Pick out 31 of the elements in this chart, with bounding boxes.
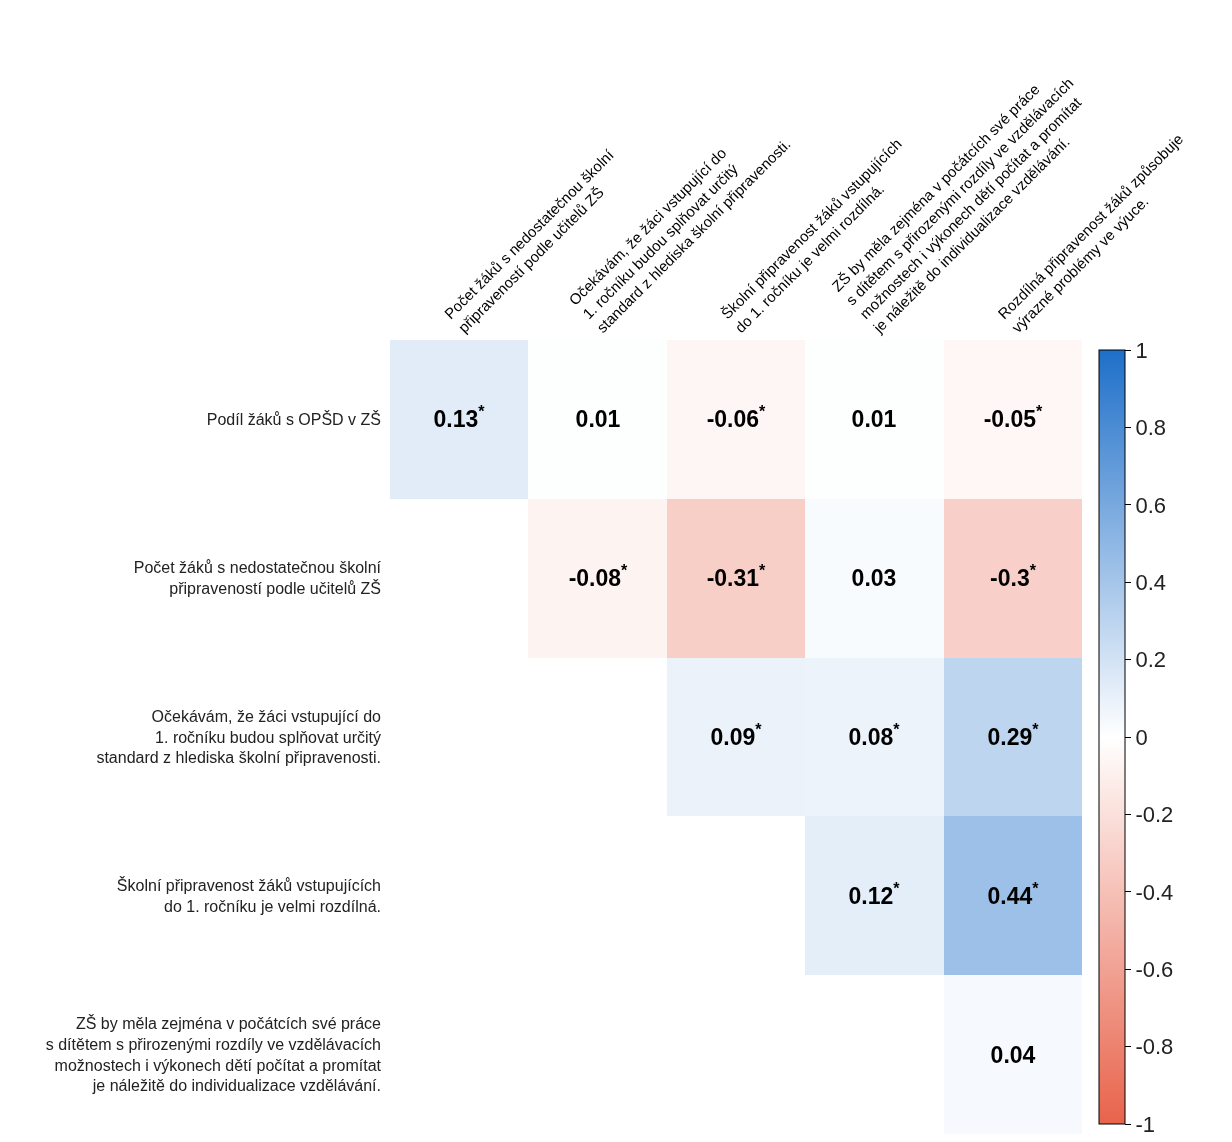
data-label: 0.01 — [575, 406, 621, 433]
data-label: 0.03 — [851, 565, 897, 592]
y-tick-label: ZŠ by měla zejména v počátcích své práce s dítětem s přirozenými rozdíly ve vzdělávacích možnostech i výkonech dětí počítat a promítat je náležitě do individualizace vzdělávání. — [45, 1014, 382, 1095]
y-tick-label: Očekávám, že žáci vstupující do 1. ročníku budou splňovat určitý standard z hlediska školní připravenosti. — [96, 707, 382, 767]
color-bar-label: -0.8 — [1135, 1034, 1174, 1060]
data-label: 0.04 — [990, 1042, 1036, 1069]
color-bar-label: 0.4 — [1135, 569, 1166, 595]
color-bar-label: 0.6 — [1135, 492, 1166, 518]
data-label: 0.13$^{*}$ — [433, 402, 486, 433]
data-label: 0.08$^{*}$ — [848, 720, 901, 751]
data-label: -0.05$^{*}$ — [983, 402, 1044, 433]
color-bar-label: -1 — [1135, 1111, 1155, 1137]
y-tick-label: Počet žáků s nedostatečnou školní připraveností podle učitelů ZŠ — [133, 559, 382, 598]
color-bar-label: 1 — [1135, 337, 1148, 363]
data-label: 0.44$^{*}$ — [987, 879, 1040, 910]
y-tick-label: Podíl žáků s OPŠD v ZŠ — [206, 410, 381, 428]
color-bar-label: -0.4 — [1135, 879, 1174, 905]
data-label: -0.31$^{*}$ — [706, 561, 767, 592]
y-tick-label: Školní připravenost žáků vstupujících do 1. ročníku je velmi rozdílná. — [116, 876, 381, 915]
color-bar-label: 0.2 — [1135, 647, 1166, 673]
data-label: 0.29$^{*}$ — [987, 720, 1040, 751]
color-bar-label: 0 — [1135, 724, 1148, 750]
color-bar-label: 0.8 — [1135, 415, 1166, 441]
color-bar-label: -0.2 — [1135, 802, 1174, 828]
data-label: -0.06$^{*}$ — [706, 402, 767, 433]
color-bar-label: -0.6 — [1135, 956, 1174, 982]
data-label: 0.09$^{*}$ — [710, 720, 763, 751]
data-label: 0.01 — [851, 406, 897, 433]
data-label: -0.08$^{*}$ — [568, 561, 629, 592]
data-label: 0.12$^{*}$ — [848, 879, 901, 910]
data-label: -0.3$^{*}$ — [990, 561, 1037, 592]
